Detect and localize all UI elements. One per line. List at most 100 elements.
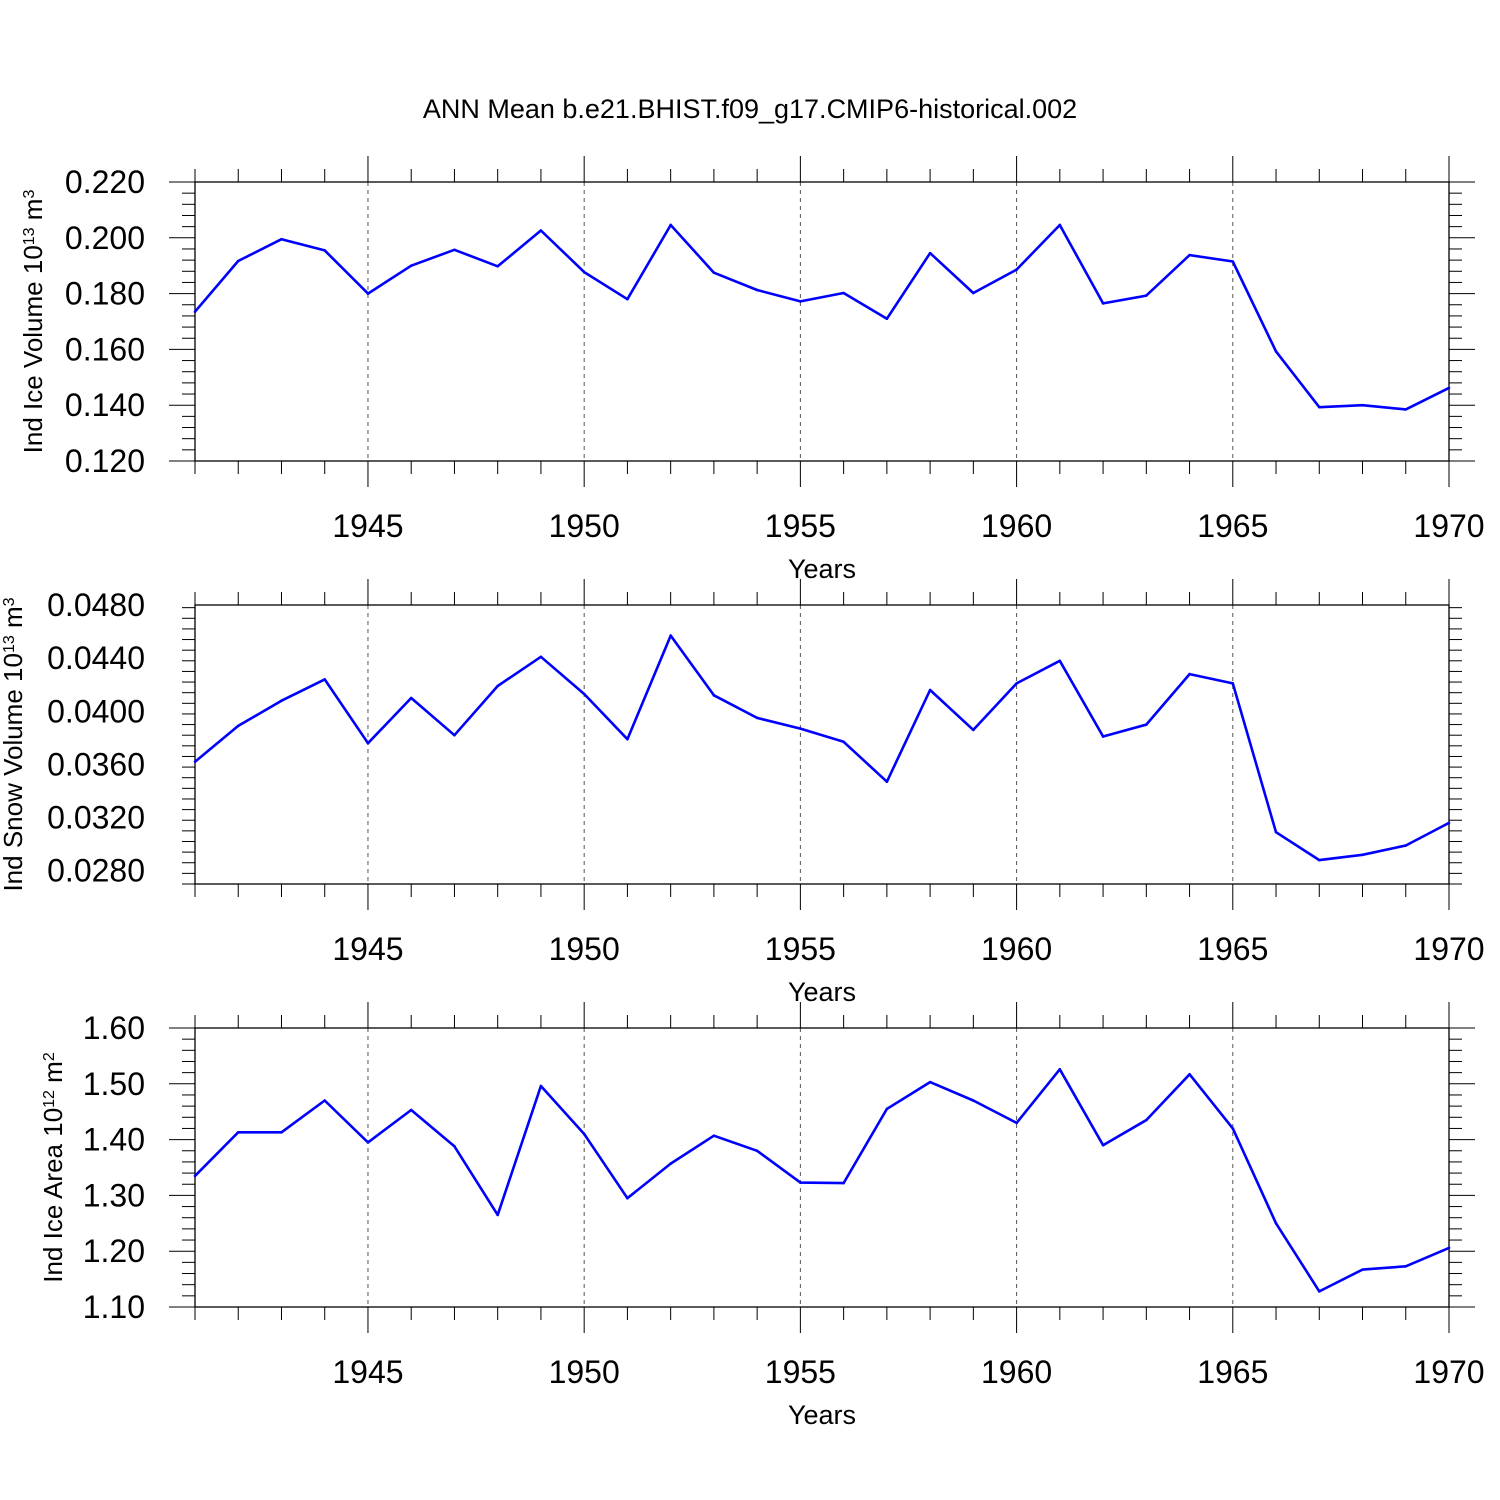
data-point bbox=[323, 678, 327, 681]
data-point bbox=[453, 1144, 456, 1148]
data-point bbox=[1361, 1268, 1364, 1271]
y-tick-label: 0.220 bbox=[65, 164, 145, 200]
data-point bbox=[1188, 672, 1191, 676]
x-axis-label: Years bbox=[788, 1400, 856, 1430]
y-axis-label: Ind Snow Volume 1013 m3 bbox=[0, 597, 28, 891]
data-point bbox=[409, 1108, 413, 1112]
y-tick-label: 1.60 bbox=[83, 1010, 145, 1046]
data-point bbox=[1317, 858, 1321, 862]
x-tick-label: 1945 bbox=[332, 508, 403, 544]
data-point bbox=[669, 223, 672, 227]
data-point bbox=[1274, 1222, 1278, 1225]
y-tick-label: 0.0400 bbox=[47, 693, 145, 729]
y-tick-label: 1.30 bbox=[83, 1177, 145, 1213]
data-point bbox=[799, 300, 802, 303]
x-tick-label: 1960 bbox=[981, 931, 1052, 967]
data-point bbox=[1231, 1127, 1235, 1130]
y-axis-label-exponent: 12 bbox=[41, 1090, 58, 1108]
data-point bbox=[1058, 1067, 1062, 1071]
data-point bbox=[755, 1149, 759, 1153]
data-point bbox=[1447, 821, 1451, 825]
data-point bbox=[1145, 1118, 1148, 1122]
data-point bbox=[885, 317, 889, 321]
data-point bbox=[582, 692, 586, 696]
x-tick-label: 1950 bbox=[549, 508, 620, 544]
data-point bbox=[1188, 1073, 1191, 1076]
data-point bbox=[928, 1080, 932, 1084]
x-tick-label: 1960 bbox=[981, 508, 1052, 544]
x-tick-label: 1955 bbox=[765, 931, 836, 967]
y-axis-label-unit-exponent: 3 bbox=[1, 597, 18, 606]
data-point bbox=[280, 1131, 283, 1134]
x-tick-label: 1970 bbox=[1413, 508, 1484, 544]
data-point bbox=[1101, 735, 1105, 738]
data-point bbox=[1101, 302, 1105, 305]
data-point bbox=[1188, 253, 1191, 257]
data-point bbox=[885, 1107, 889, 1111]
y-tick-label: 0.140 bbox=[65, 387, 145, 423]
data-point bbox=[366, 741, 370, 745]
data-point bbox=[539, 1084, 543, 1088]
chart-title: ANN Mean b.e21.BHIST.f09_g17.CMIP6-histo… bbox=[423, 94, 1077, 124]
data-point bbox=[193, 760, 197, 764]
plot-frame bbox=[194, 604, 1450, 885]
data-point bbox=[799, 1181, 802, 1184]
data-point bbox=[496, 684, 499, 688]
x-axis-label: Years bbox=[788, 977, 856, 1007]
y-axis-label-unit: m bbox=[0, 606, 28, 635]
y-tick-label: 0.0480 bbox=[47, 587, 145, 623]
data-point bbox=[1317, 405, 1321, 409]
data-point bbox=[928, 688, 932, 692]
y-axis-label-main: Ind Ice Area 10 bbox=[38, 1108, 68, 1283]
plot-frame bbox=[194, 1027, 1450, 1308]
chart-panel-3: 1945 1950 1955 1960 1965 1970 Years 1.10 1.20 1.3… bbox=[38, 1002, 1485, 1430]
data-point bbox=[799, 727, 802, 730]
x-tick-label: 1945 bbox=[332, 1354, 403, 1390]
data-point bbox=[712, 1134, 716, 1137]
data-point bbox=[366, 292, 370, 295]
y-tick-label: 1.50 bbox=[83, 1066, 145, 1102]
data-point bbox=[453, 733, 456, 737]
data-point bbox=[1361, 403, 1364, 407]
data-point bbox=[1274, 830, 1278, 834]
data-point bbox=[539, 655, 543, 659]
y-tick-label: 1.10 bbox=[83, 1289, 145, 1325]
data-point bbox=[972, 1099, 975, 1102]
data-point bbox=[626, 297, 629, 301]
data-point bbox=[366, 1141, 370, 1144]
y-axis-label-unit-exponent: 2 bbox=[41, 1052, 58, 1061]
data-point bbox=[496, 1213, 499, 1217]
y-tick-label: 0.160 bbox=[65, 331, 145, 367]
y-axis-label-main: Ind Ice Volume 10 bbox=[18, 245, 48, 453]
data-point bbox=[236, 259, 240, 263]
y-tick-label: 1.40 bbox=[83, 1122, 145, 1158]
y-axis-label-unit-exponent: 3 bbox=[21, 190, 38, 199]
x-tick-label: 1945 bbox=[332, 931, 403, 967]
data-point bbox=[1447, 386, 1451, 390]
data-point bbox=[539, 229, 543, 232]
data-point bbox=[280, 237, 283, 241]
data-point bbox=[626, 737, 629, 741]
y-tick-label: 0.0320 bbox=[47, 800, 145, 836]
x-tick-label: 1965 bbox=[1197, 931, 1268, 967]
data-point bbox=[280, 699, 283, 702]
data-point bbox=[236, 724, 240, 728]
data-point bbox=[972, 291, 975, 295]
data-point bbox=[1058, 659, 1062, 663]
x-tick-label: 1970 bbox=[1413, 1354, 1484, 1390]
y-tick-label: 0.120 bbox=[65, 443, 145, 479]
x-tick-label: 1955 bbox=[765, 508, 836, 544]
data-point bbox=[1015, 682, 1018, 685]
x-tick-label: 1960 bbox=[981, 1354, 1052, 1390]
data-point bbox=[453, 248, 456, 252]
data-point bbox=[1404, 1264, 1408, 1268]
data-point bbox=[626, 1196, 629, 1200]
data-point bbox=[1145, 723, 1148, 726]
series-line bbox=[194, 1068, 1450, 1293]
data-point bbox=[1145, 294, 1148, 297]
y-tick-label: 0.0440 bbox=[47, 640, 145, 676]
series-line bbox=[194, 634, 1450, 862]
y-axis-label-main: Ind Snow Volume 10 bbox=[0, 653, 28, 892]
data-point bbox=[1231, 682, 1235, 685]
